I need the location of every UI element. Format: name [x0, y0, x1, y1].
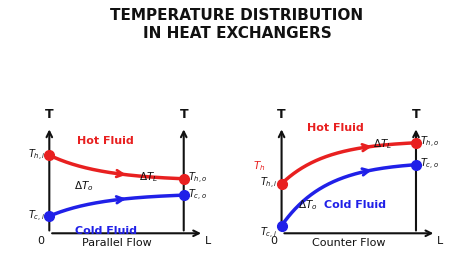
- Text: $T_h$: $T_h$: [253, 160, 265, 173]
- Text: T: T: [45, 108, 54, 121]
- Text: $T_{c,i}$: $T_{c,i}$: [28, 209, 46, 224]
- Text: T: T: [277, 108, 286, 121]
- Text: $T_{c,o}$: $T_{c,o}$: [188, 188, 207, 203]
- Text: Cold Fluid: Cold Fluid: [325, 200, 386, 210]
- Text: L: L: [205, 236, 211, 246]
- Text: $T_{h,i}$: $T_{h,i}$: [260, 176, 278, 191]
- Text: Hot Fluid: Hot Fluid: [77, 136, 134, 146]
- Text: Parallel Flow: Parallel Flow: [82, 238, 151, 248]
- Text: $\Delta T_o$: $\Delta T_o$: [298, 198, 317, 211]
- Text: T: T: [412, 108, 420, 121]
- Text: Cold Fluid: Cold Fluid: [75, 226, 137, 236]
- Text: Hot Fluid: Hot Fluid: [307, 123, 364, 133]
- Text: Counter Flow: Counter Flow: [312, 238, 385, 248]
- Text: $T_{h,i}$: $T_{h,i}$: [27, 148, 46, 163]
- Text: $\Delta T_L$: $\Delta T_L$: [139, 170, 158, 184]
- Text: $T_{h,o}$: $T_{h,o}$: [188, 171, 207, 186]
- Text: $T_{c,i}$: $T_{c,i}$: [261, 226, 278, 241]
- Text: $T_{h,o}$: $T_{h,o}$: [420, 135, 439, 150]
- Text: TEMPERATURE DISTRIBUTION
IN HEAT EXCHANGERS: TEMPERATURE DISTRIBUTION IN HEAT EXCHANG…: [110, 8, 364, 41]
- Text: T: T: [180, 108, 188, 121]
- Text: L: L: [437, 236, 443, 246]
- Text: $T_{c,o}$: $T_{c,o}$: [420, 157, 439, 172]
- Text: 0: 0: [38, 236, 45, 246]
- Text: 0: 0: [270, 236, 277, 246]
- Text: $\Delta T_L$: $\Delta T_L$: [373, 137, 392, 151]
- Text: $\Delta T_o$: $\Delta T_o$: [73, 179, 93, 193]
